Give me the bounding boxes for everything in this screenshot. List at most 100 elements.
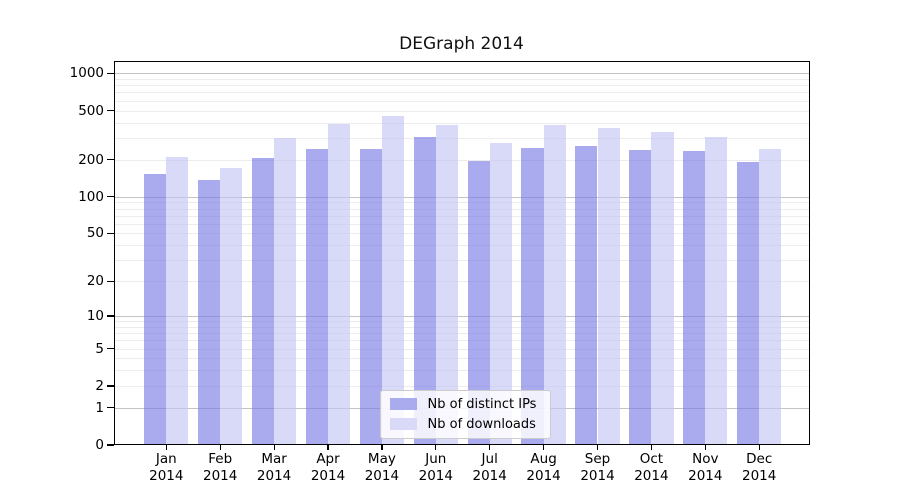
y-tick-mark (106, 315, 114, 317)
legend: Nb of distinct IPs Nb of downloads (379, 389, 552, 439)
y-tick-label: 100 (78, 188, 104, 205)
gridline-major (113, 196, 810, 198)
gridline-minor (113, 122, 810, 124)
x-tick-mark (758, 445, 760, 450)
gridline-minor (113, 333, 810, 335)
bar-downloads-dec (759, 148, 782, 445)
y-tick-mark (106, 444, 114, 446)
gridline-minor (113, 326, 810, 328)
gridline-minor (113, 208, 810, 210)
bar-downloads-jan (166, 156, 189, 445)
gridline-minor (113, 358, 810, 360)
bar-ips-oct (629, 149, 652, 445)
bar-downloads-jun (435, 124, 458, 445)
legend-label-downloads: Nb of downloads (427, 416, 536, 432)
bar-downloads-aug (543, 125, 566, 445)
y-tick-label: 200 (78, 151, 104, 168)
gridline-minor (113, 233, 810, 235)
y-tick-mark (106, 232, 114, 235)
y-tick-mark (106, 280, 114, 282)
x-tick-year: 2014 (580, 468, 615, 484)
y-tick-mark (106, 196, 114, 198)
x-tick-label-jan: Jan 2014 (134, 451, 198, 485)
bar-downloads-sep (597, 128, 620, 445)
x-tick-year: 2014 (688, 468, 723, 484)
x-tick-mark (650, 445, 653, 450)
x-tick-month: Dec (746, 451, 773, 467)
bar-ips-mar (251, 157, 275, 445)
x-tick-month: Sep (584, 451, 611, 467)
bar-downloads-may (381, 115, 405, 445)
bar-ips-jan (144, 174, 167, 445)
bar-downloads-nov (705, 137, 728, 445)
bar-ips-apr (305, 148, 328, 445)
bar-ips-feb (198, 179, 221, 445)
gridline-minor (113, 100, 810, 102)
y-tick-label: 1000 (69, 65, 104, 82)
gridline-minor (113, 321, 810, 323)
x-tick-mark (435, 445, 437, 450)
x-tick-mark (704, 445, 706, 450)
y-tick-mark (106, 159, 114, 161)
y-tick-label: 0 (95, 437, 104, 453)
x-tick-month: Jul (481, 451, 498, 467)
x-tick-month: Jun (425, 451, 447, 467)
y-tick-label: 50 (86, 225, 104, 242)
x-tick-month: Nov (692, 451, 719, 467)
plot-area: Nb of distinct IPs Nb of downloads (113, 60, 810, 445)
x-tick-label-jun: Jun 2014 (404, 451, 468, 485)
x-tick-year: 2014 (310, 468, 346, 484)
gridline-minor (113, 78, 810, 80)
y-tick-label: 500 (78, 102, 104, 119)
x-tick-mark (381, 445, 383, 450)
gridline-minor (113, 159, 810, 161)
x-tick-label-sep: Sep 2014 (566, 451, 630, 485)
gridline-minor (113, 137, 810, 139)
x-tick-month: Oct (639, 451, 664, 467)
gridline-minor (113, 370, 810, 372)
y-tick-label: 10 (86, 307, 104, 324)
gridline-minor (113, 281, 810, 283)
y-tick-mark (106, 72, 114, 74)
gridline-major (113, 315, 810, 317)
x-tick-year: 2014 (634, 468, 669, 484)
gridline-minor (113, 340, 810, 342)
x-tick-label-mar: Mar 2014 (242, 451, 306, 485)
y-tick-mark (106, 385, 114, 387)
gridline-minor (113, 245, 810, 247)
bar-downloads-oct (651, 132, 674, 445)
bar-ips-jun (413, 137, 436, 445)
x-tick-label-jul: Jul 2014 (458, 451, 522, 485)
x-tick-label-apr: Apr 2014 (296, 451, 360, 485)
gridline-minor (113, 202, 810, 204)
x-tick-mark (596, 445, 599, 450)
x-tick-year: 2014 (418, 468, 453, 484)
x-tick-year: 2014 (472, 468, 507, 484)
x-tick-month: Feb (208, 451, 233, 467)
x-tick-mark (543, 445, 545, 450)
x-tick-mark (489, 445, 491, 450)
x-tick-label-oct: Oct 2014 (619, 451, 683, 485)
x-tick-mark (273, 445, 275, 450)
bar-downloads-jul (489, 142, 512, 445)
x-tick-year: 2014 (364, 468, 400, 484)
x-tick-month: Mar (261, 451, 287, 467)
y-tick-mark (106, 109, 114, 112)
y-tick-label: 1 (95, 399, 104, 416)
legend-entry-distinct-ips: Nb of distinct IPs (389, 396, 537, 412)
bar-ips-may (359, 149, 382, 445)
legend-label-distinct-ips: Nb of distinct IPs (427, 396, 537, 412)
x-tick-year: 2014 (149, 468, 184, 484)
x-tick-label-may: May 2014 (350, 451, 414, 485)
bar-ips-nov (683, 151, 706, 445)
gridline-minor (113, 110, 810, 112)
x-tick-month: May (367, 451, 396, 467)
x-tick-mark (219, 445, 221, 450)
x-tick-label-nov: Nov 2014 (673, 451, 737, 485)
y-tick-label: 2 (95, 377, 104, 394)
bar-downloads-feb (220, 167, 243, 445)
gridline-minor (113, 92, 810, 94)
x-tick-year: 2014 (203, 468, 238, 484)
gridline-minor (113, 348, 810, 350)
x-tick-year: 2014 (526, 468, 561, 484)
